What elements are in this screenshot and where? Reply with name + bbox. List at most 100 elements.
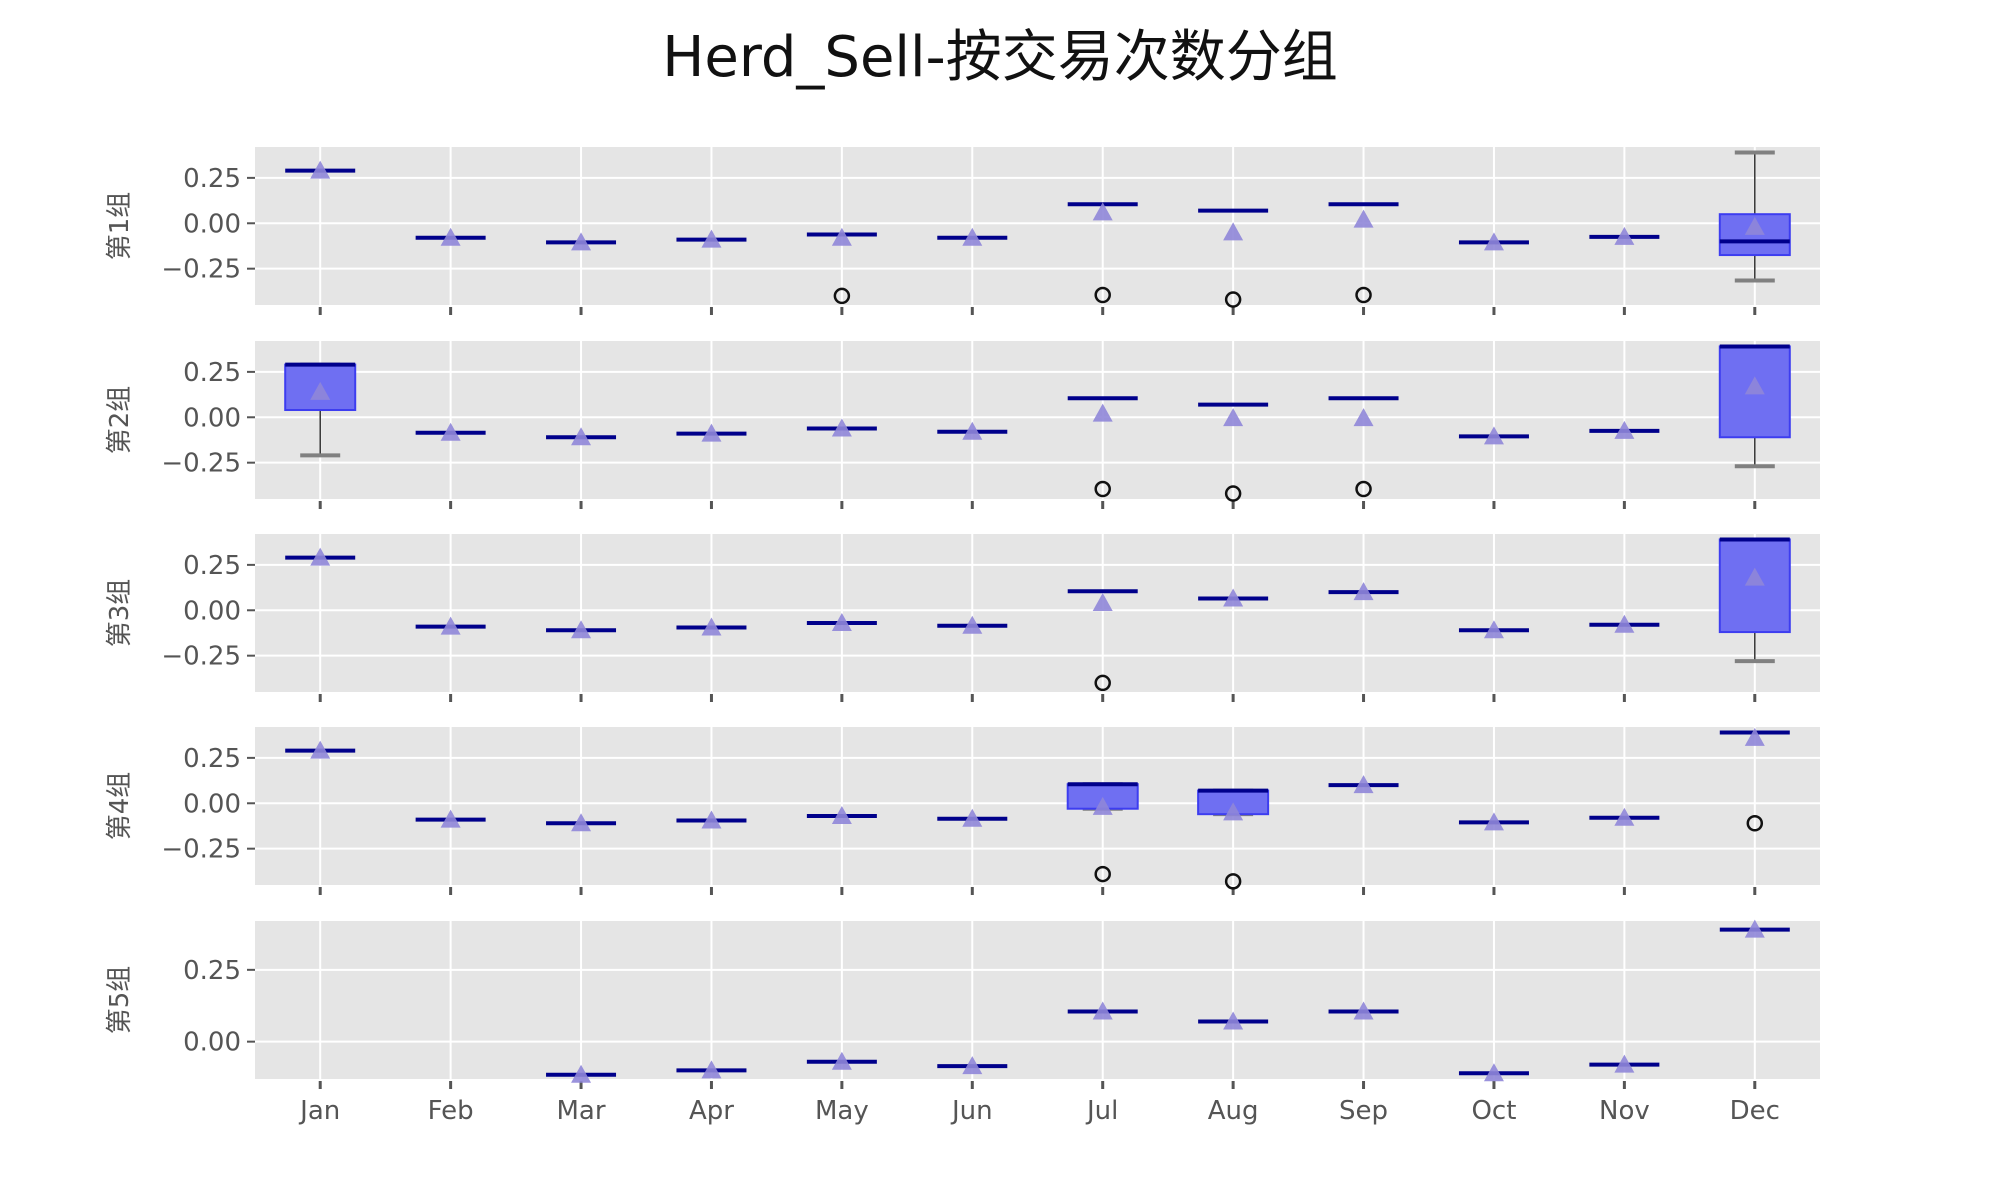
panel-5-Mar-mean-marker bbox=[571, 1064, 592, 1083]
panel-4-Feb-mean-marker bbox=[440, 809, 461, 828]
panel-5-background bbox=[255, 921, 1820, 1079]
panel-2-ytick-label: −0.25 bbox=[161, 449, 241, 479]
panel-2-ylabel: 第2组 bbox=[105, 386, 135, 455]
panel-3-Feb-mean-marker bbox=[440, 616, 461, 635]
panel-4-ytick-label: −0.25 bbox=[161, 835, 241, 865]
panel-3-Oct-mean-marker bbox=[1483, 620, 1504, 639]
panel-1-Nov-mean-marker bbox=[1614, 226, 1635, 245]
panel-3-Sep-mean-marker bbox=[1353, 582, 1374, 601]
xtick-label-Apr: Apr bbox=[689, 1096, 734, 1126]
panel-5-ytick-label: 0.25 bbox=[183, 956, 241, 986]
panel-2-Aug-flier-1 bbox=[1224, 485, 1242, 502]
panel-3-Jul-flier-1 bbox=[1094, 674, 1111, 692]
panel-1-Feb-mean-marker bbox=[440, 227, 461, 246]
panel-4-Jun-mean-marker bbox=[962, 808, 983, 827]
panel-4-background bbox=[255, 727, 1820, 885]
xtick-label-Aug: Aug bbox=[1208, 1096, 1259, 1126]
panel-3-Jan-mean-marker bbox=[310, 547, 331, 566]
panel-1-Sep-mean-marker bbox=[1353, 209, 1374, 228]
panel-5-Jul-mean-marker bbox=[1092, 1001, 1113, 1020]
panel-4-Sep-mean-marker bbox=[1353, 775, 1374, 794]
xtick-label-Feb: Feb bbox=[428, 1096, 474, 1126]
panel-4-Dec-mean-marker bbox=[1744, 727, 1765, 746]
panel-4-Apr-mean-marker bbox=[701, 810, 722, 829]
panel-5-ylabel: 第5组 bbox=[105, 966, 135, 1035]
xtick-label-May: May bbox=[815, 1096, 869, 1126]
panel-2-ytick-label: 0.25 bbox=[183, 358, 241, 388]
panel-2-Apr-mean-marker bbox=[701, 423, 722, 442]
panel-2-Nov-mean-marker bbox=[1614, 420, 1635, 439]
xtick-label-Mar: Mar bbox=[557, 1096, 606, 1126]
panel-3-ytick-label: 0.00 bbox=[183, 596, 241, 626]
panel-1-Mar-mean-marker bbox=[571, 232, 592, 251]
panel-1-Aug-flier-1 bbox=[1224, 291, 1242, 308]
panel-4-Aug-flier-1 bbox=[1224, 873, 1242, 890]
panel-5-Aug-mean-marker bbox=[1223, 1011, 1244, 1030]
xtick-label-Nov: Nov bbox=[1599, 1096, 1650, 1126]
panel-4-Jul-flier-1 bbox=[1094, 865, 1111, 883]
panel-3-Nov-mean-marker bbox=[1614, 614, 1635, 633]
panel-5-Sep-mean-marker bbox=[1353, 1001, 1374, 1020]
panel-2-ytick-label: 0.00 bbox=[183, 403, 241, 433]
panel-1-ylabel: 第1组 bbox=[105, 192, 135, 261]
panel-1-Aug-mean-marker bbox=[1223, 222, 1244, 241]
panel-1-May-mean-marker bbox=[831, 227, 852, 246]
panel-2-Aug-mean-marker bbox=[1223, 408, 1244, 427]
panel-2-Sep-flier-1 bbox=[1355, 480, 1372, 498]
panel-1-ytick-label: −0.25 bbox=[161, 255, 241, 285]
panel-2-Dec-mean-marker bbox=[1744, 376, 1765, 395]
panel-4-ylabel: 第4组 bbox=[105, 772, 135, 841]
panel-4-Mar-mean-marker bbox=[571, 813, 592, 832]
panel-2-Jul-mean-marker bbox=[1092, 403, 1113, 422]
panel-1-Oct-mean-marker bbox=[1483, 232, 1504, 251]
panel-3-Jun-mean-marker bbox=[962, 615, 983, 634]
panel-3-background bbox=[255, 534, 1820, 692]
panel-1-Apr-mean-marker bbox=[701, 229, 722, 248]
panel-5-May-mean-marker bbox=[831, 1051, 852, 1070]
panel-3-Jul-mean-marker bbox=[1092, 593, 1113, 612]
panel-3-ylabel: 第3组 bbox=[105, 579, 135, 648]
panel-1-Dec-mean-marker bbox=[1744, 216, 1765, 235]
panel-4-Dec-flier-1 bbox=[1746, 815, 1764, 832]
panel-1-ytick-label: 0.25 bbox=[183, 164, 241, 194]
panel-4-ytick-label: 0.00 bbox=[183, 789, 241, 819]
panel-3-Dec-box bbox=[1718, 538, 1791, 634]
xtick-label-Jan: Jan bbox=[298, 1096, 340, 1126]
panel-5-Jun-mean-marker bbox=[962, 1056, 983, 1075]
panel-4-Jul-mean-marker bbox=[1092, 796, 1113, 815]
panel-2-Mar-mean-marker bbox=[571, 427, 592, 446]
panel-1-Jan-mean-marker bbox=[310, 160, 331, 179]
panel-4-Oct-mean-marker bbox=[1483, 812, 1504, 831]
panel-4-ytick-label: 0.25 bbox=[183, 744, 241, 774]
panel-1-May-flier-1 bbox=[833, 287, 851, 305]
panel-3-ytick-label: 0.25 bbox=[183, 551, 241, 581]
panel-4-Aug-mean-marker bbox=[1223, 802, 1244, 821]
panel-5-ytick-label: 0.00 bbox=[183, 1028, 241, 1058]
figure-title: Herd_Sell-按交易次数分组 bbox=[662, 25, 1338, 90]
panel-3-ytick-label: −0.25 bbox=[161, 642, 241, 672]
panel-1-background bbox=[255, 147, 1820, 305]
panel-3-Aug-mean-marker bbox=[1223, 588, 1244, 607]
panel-4-Nov-mean-marker bbox=[1614, 807, 1635, 826]
xtick-label-Sep: Sep bbox=[1339, 1096, 1388, 1126]
panel-1-ytick-label: 0.00 bbox=[183, 209, 241, 239]
panel-2-May-mean-marker bbox=[831, 418, 852, 437]
panel-1-Sep-flier-1 bbox=[1355, 286, 1372, 304]
panel-4-Jan-mean-marker bbox=[310, 740, 331, 759]
panel-1-Jun-mean-marker bbox=[962, 227, 983, 246]
panel-5-Dec-mean-marker bbox=[1744, 919, 1765, 938]
xtick-label-Oct: Oct bbox=[1471, 1096, 1516, 1126]
panel-1-Jul-mean-marker bbox=[1092, 202, 1113, 221]
panel-5-Apr-mean-marker bbox=[701, 1060, 722, 1079]
panel-2-Sep-mean-marker bbox=[1353, 408, 1374, 427]
panel-2-Jul-flier-1 bbox=[1094, 480, 1111, 498]
panel-2-Jan-mean-marker bbox=[310, 381, 331, 400]
panel-3-May-mean-marker bbox=[831, 612, 852, 631]
panel-5-Oct-mean-marker bbox=[1483, 1063, 1504, 1082]
panel-1-Jul-flier-1 bbox=[1094, 286, 1111, 304]
panel-3-Mar-mean-marker bbox=[571, 620, 592, 639]
panel-3-Dec-mean-marker bbox=[1744, 567, 1765, 586]
panel-5-Nov-mean-marker bbox=[1614, 1054, 1635, 1073]
panel-2-Feb-mean-marker bbox=[440, 422, 461, 441]
panel-2-background bbox=[255, 341, 1820, 499]
